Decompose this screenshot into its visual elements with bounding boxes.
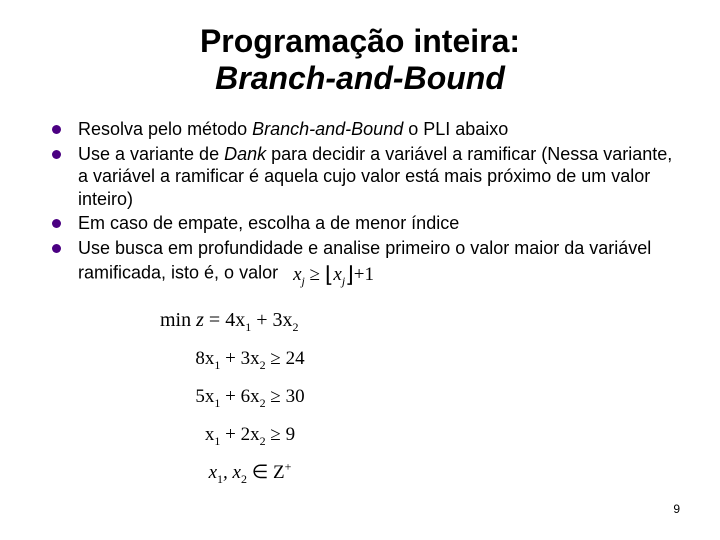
list-item: Em caso de empate, escolha a de menor ín…: [50, 212, 680, 235]
bullet-text: Em caso de empate, escolha a de menor ín…: [78, 213, 459, 233]
math-var: x: [293, 264, 301, 285]
math-text: ∈ Z: [247, 462, 285, 483]
math-text: , x: [223, 462, 241, 483]
math-text: ≥ 30: [266, 386, 305, 407]
math-text: + 3x: [251, 309, 292, 331]
math-text: 5x: [195, 386, 214, 407]
list-item: Use busca em profundidade e analise prim…: [50, 237, 680, 289]
math-sup: +: [285, 460, 292, 474]
math-text: x: [205, 424, 215, 445]
slide-title: Programação inteira:: [40, 24, 680, 59]
rfloor-icon: ⌋: [345, 261, 354, 289]
math-text: ≥ 9: [266, 424, 295, 445]
bullet-text: o PLI abaixo: [403, 119, 508, 139]
math-plus: +1: [354, 264, 374, 285]
list-item: Resolva pelo método Branch-and-Bound o P…: [50, 118, 680, 141]
math-text: + 3x: [220, 348, 259, 369]
math-sub: 2: [292, 320, 298, 334]
floor-expression: xj ≥ ⌊xj⌋+1: [293, 259, 374, 289]
bullet-text: Resolva pelo método: [78, 119, 252, 139]
constraint-row: 5x1 + 6x2 ≥ 30: [160, 379, 340, 415]
objective-row: min z = 4x1 + 3x2: [160, 301, 680, 339]
math-text: = 4x: [204, 309, 245, 331]
bullet-list: Resolva pelo método Branch-and-Bound o P…: [50, 118, 680, 289]
slide: Programação inteira: Branch-and-Bound Re…: [0, 0, 720, 540]
bullet-text: Use a variante de: [78, 144, 224, 164]
math-text: min: [160, 309, 196, 331]
page-number: 9: [673, 502, 680, 516]
list-item: Use a variante de Dank para decidir a va…: [50, 143, 680, 211]
lfloor-icon: ⌊: [325, 261, 334, 289]
math-var: x: [333, 264, 341, 285]
math-model: min z = 4x1 + 3x2 8x1 + 3x2 ≥ 24 5x1 + 6…: [160, 301, 680, 491]
slide-subtitle: Branch-and-Bound: [40, 61, 680, 96]
math-sub: j: [302, 274, 305, 288]
math-var: z: [196, 309, 204, 331]
math-text: ≥ 24: [266, 348, 305, 369]
math-op: ≥: [310, 264, 320, 285]
math-text: + 2x: [220, 424, 259, 445]
math-text: + 6x: [220, 386, 259, 407]
constraint-row: x1 + 2x2 ≥ 9: [160, 417, 340, 453]
constraint-row: 8x1 + 3x2 ≥ 24: [160, 341, 340, 377]
bullet-em: Dank: [224, 144, 266, 164]
domain-row: x1, x2 ∈ Z+: [160, 455, 340, 491]
math-text: x: [209, 462, 217, 483]
bullet-em: Branch-and-Bound: [252, 119, 403, 139]
math-text: 8x: [195, 348, 214, 369]
